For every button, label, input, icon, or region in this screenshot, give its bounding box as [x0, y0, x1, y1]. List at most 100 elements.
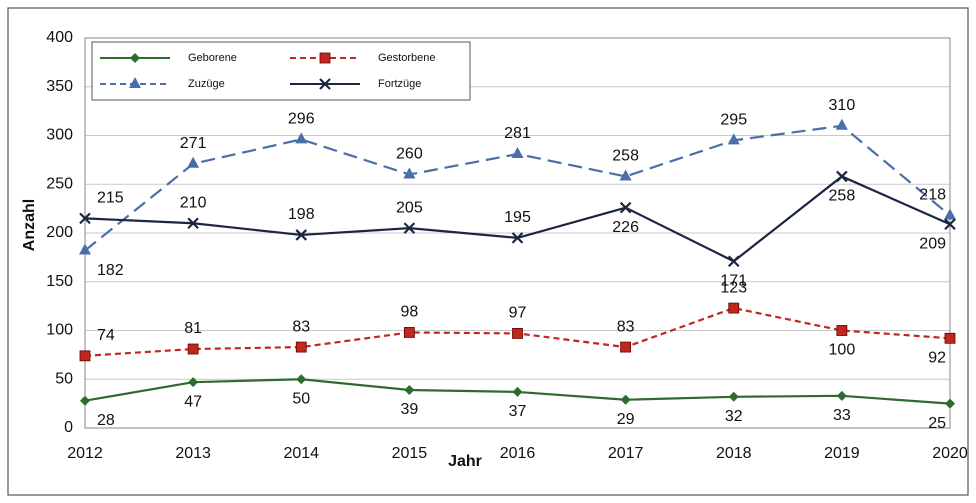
marker	[403, 327, 415, 338]
data-label: 271	[180, 135, 207, 152]
data-label: 81	[184, 320, 202, 337]
data-label: 29	[617, 411, 635, 428]
data-label: 37	[509, 403, 527, 420]
data-label: 218	[919, 187, 946, 204]
x-tick-label: 2014	[283, 445, 319, 462]
marker	[944, 332, 956, 344]
y-tick-label: 350	[46, 78, 73, 95]
y-tick-label: 250	[46, 175, 73, 192]
marker	[512, 386, 523, 397]
data-label: 182	[97, 262, 124, 279]
marker	[836, 390, 847, 401]
y-tick-label: 50	[55, 370, 73, 387]
marker	[620, 341, 632, 353]
marker	[404, 384, 415, 395]
marker	[619, 169, 632, 181]
legend: Geborene Gestorbene Zuzüge Fortzüge	[91, 41, 471, 101]
y-tick-label: 0	[64, 419, 73, 436]
marker	[944, 208, 956, 220]
data-label: 281	[504, 125, 531, 142]
x-axis-title: Jahr	[448, 453, 482, 470]
x-tick-label: 2017	[608, 445, 644, 462]
data-label: 205	[396, 199, 423, 216]
marker	[403, 167, 416, 179]
marker	[836, 170, 848, 183]
marker	[836, 325, 848, 336]
data-label: 50	[292, 390, 310, 407]
x-tick-label: 2019	[824, 445, 860, 462]
marker	[728, 302, 740, 314]
data-label: 296	[288, 111, 315, 128]
data-label: 47	[184, 393, 202, 410]
marker	[296, 374, 307, 385]
data-label: 83	[292, 318, 310, 335]
x-tick-label: 2012	[67, 445, 103, 462]
legend-label: Zuzüge	[188, 78, 225, 90]
y-tick-label: 400	[46, 29, 73, 46]
data-label: 83	[617, 318, 635, 335]
x-tick-label: 2013	[175, 445, 211, 462]
marker	[295, 341, 307, 353]
data-label: 171	[720, 272, 747, 289]
data-label: 74	[97, 327, 115, 344]
marker	[319, 78, 331, 90]
data-label: 28	[97, 412, 115, 429]
data-label: 198	[288, 206, 315, 223]
marker	[80, 395, 90, 406]
data-label: 100	[829, 342, 856, 359]
plot-border	[84, 37, 951, 429]
marker	[130, 53, 140, 63]
data-label: 98	[400, 304, 418, 321]
y-tick-label: 100	[46, 322, 73, 339]
marker	[295, 132, 308, 144]
marker	[945, 398, 955, 409]
marker	[79, 243, 91, 255]
marker	[79, 212, 91, 225]
y-tick-label: 150	[46, 273, 73, 290]
legend-label: Gestorbene	[378, 52, 435, 64]
marker	[129, 77, 141, 88]
marker	[619, 201, 632, 214]
marker	[187, 343, 199, 355]
data-label: 32	[725, 408, 743, 425]
marker	[728, 391, 739, 402]
x-tick-label: 2018	[716, 445, 752, 462]
x-tick-label: 2020	[932, 445, 968, 462]
y-axis-title: Anzahl	[21, 199, 38, 251]
legend-label: Geborene	[188, 52, 237, 64]
x-tick-label: 2016	[500, 445, 536, 462]
data-label: 92	[928, 350, 946, 367]
marker	[727, 255, 740, 268]
data-label: 195	[504, 209, 531, 226]
marker	[403, 222, 416, 234]
marker	[295, 229, 308, 241]
y-tick-label: 200	[46, 224, 73, 241]
legend-label: Fortzüge	[378, 78, 421, 90]
marker	[511, 232, 524, 244]
marker	[187, 156, 200, 168]
data-label: 25	[928, 415, 946, 432]
marker	[187, 217, 199, 230]
marker	[727, 133, 740, 145]
marker	[511, 147, 524, 159]
marker	[835, 118, 848, 130]
data-label: 210	[180, 194, 207, 211]
data-label: 295	[720, 112, 747, 129]
y-tick-label: 300	[46, 127, 73, 144]
data-label: 33	[833, 407, 851, 424]
marker	[188, 377, 199, 388]
x-tick-label: 2015	[392, 445, 428, 462]
data-label: 310	[829, 97, 856, 114]
marker	[512, 328, 523, 339]
data-label: 258	[829, 188, 856, 205]
marker	[79, 350, 91, 362]
data-label: 258	[612, 148, 639, 165]
data-label: 215	[97, 190, 124, 207]
marker	[944, 218, 956, 231]
data-label: 226	[612, 219, 639, 236]
marker	[319, 52, 331, 64]
data-label: 260	[396, 146, 423, 163]
data-label: 209	[919, 235, 946, 252]
data-label: 97	[509, 305, 527, 322]
